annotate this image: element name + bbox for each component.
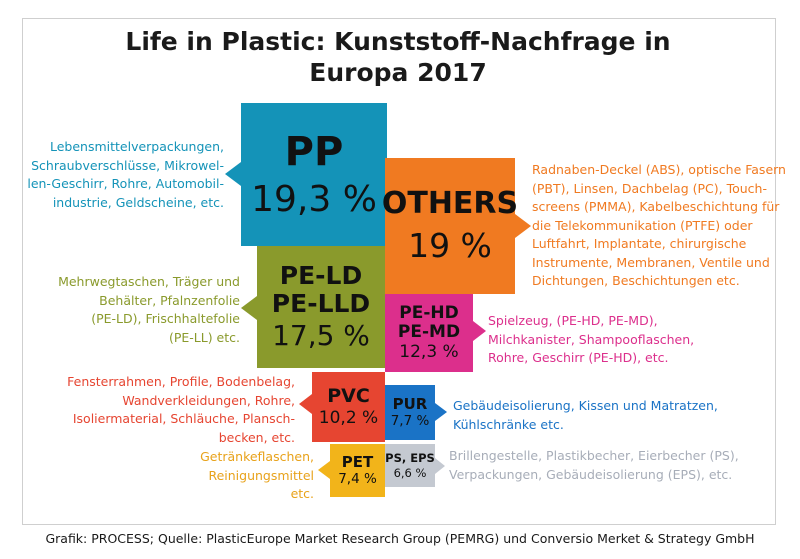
segment-pet-value: 7,4 % bbox=[338, 471, 377, 488]
description-line: Gebäudeisolierung, Kissen und Matratzen, bbox=[453, 398, 718, 413]
segment-pvc-name: PVC bbox=[327, 385, 370, 408]
segment-pet-pointer bbox=[318, 461, 330, 479]
segment-pe-hd-description: Spielzeug, (PE-HD, PE-MD), Milchkanister,… bbox=[488, 312, 694, 368]
description-line: Brillengestelle, Plastikbecher, Eierbech… bbox=[449, 448, 739, 463]
description-line: Kühlschränke etc. bbox=[453, 416, 564, 432]
description-line: Spielzeug, (PE-HD, PE-MD), bbox=[488, 313, 658, 328]
description-line: Milchkanister, Shampooflaschen, bbox=[488, 331, 695, 347]
segment-others-value: 19 % bbox=[408, 226, 492, 266]
description-line: len-Geschirr, Rohre, Automobil- bbox=[27, 176, 224, 191]
description-line: Dichtungen, Beschichtungen etc. bbox=[532, 273, 740, 288]
title-line-1: Life in Plastic: Kunststoff-Nachfrage in bbox=[125, 27, 671, 56]
description-line: screens (PMMA), Kabelbeschichtung für bbox=[532, 199, 780, 214]
segment-pvc-pointer bbox=[299, 394, 312, 414]
segment-others-pointer bbox=[515, 214, 531, 238]
description-line: Getränkeflaschen, bbox=[200, 449, 314, 464]
segment-pvc-description: Fensterrahmen, Profile, Bodenbelag, Wandv… bbox=[67, 373, 295, 447]
segment-pe-ld-name-1: PE-LD bbox=[279, 261, 363, 291]
segment-others-description: Radnaben-Deckel (ABS), optische Fasern (P… bbox=[532, 161, 786, 291]
segment-others-name: OTHERS bbox=[381, 186, 519, 222]
segment-pvc-value: 10,2 % bbox=[318, 408, 379, 429]
title-line-2: Europa 2017 bbox=[309, 58, 487, 87]
description-line: (PBT), Linsen, Dachbelag (PC), Touch- bbox=[532, 180, 767, 196]
segment-pe-ld-description: Mehrwegtaschen, Träger und Behälter, Pfal… bbox=[58, 273, 240, 347]
segment-pe-ld: PE-LD PE-LLD 17,5 % bbox=[257, 246, 385, 368]
chart-title: Life in Plastic: Kunststoff-Nachfrage in… bbox=[22, 26, 774, 88]
description-line: Rohre, Geschirr (PE-HD), etc. bbox=[488, 350, 669, 365]
description-line: die Telekommunikation (PTFE) oder bbox=[532, 217, 753, 233]
description-line: etc. bbox=[290, 486, 314, 501]
segment-pe-hd: PE-HD PE-MD 12,3 % bbox=[385, 294, 473, 372]
segment-pet-description: Getränkeflaschen, Reinigungsmittel etc. bbox=[200, 448, 314, 504]
segment-pur-name: PUR bbox=[392, 394, 428, 413]
footer-source: Grafik: PROCESS; Quelle: PlasticEurope M… bbox=[45, 531, 755, 546]
segment-pe-ld-pointer bbox=[241, 296, 257, 320]
description-line: Fensterrahmen, Profile, Bodenbelag, bbox=[67, 374, 295, 389]
segment-pet-name: PET bbox=[341, 452, 374, 471]
segment-pe-hd-pointer bbox=[473, 321, 486, 341]
description-line: Luftfahrt, Implantate, chirurgische bbox=[532, 236, 747, 251]
segment-ps-eps: PS, EPS 6,6 % bbox=[385, 444, 435, 487]
description-line: industrie, Geldscheine, etc. bbox=[52, 194, 224, 210]
segment-others: OTHERS 19 % bbox=[381, 158, 519, 294]
segment-pp-description: Lebensmittelverpackungen, Schraubverschlü… bbox=[27, 138, 224, 212]
description-line: Reinigungsmittel bbox=[208, 467, 314, 483]
description-line: Verpackungen, Gebäudeisolierung (EPS), e… bbox=[449, 466, 733, 482]
segment-pvc: PVC 10,2 % bbox=[312, 372, 385, 442]
segment-pe-hd-value: 12,3 % bbox=[399, 342, 459, 363]
segment-ps-eps-description: Brillengestelle, Plastikbecher, Eierbech… bbox=[449, 447, 739, 484]
segment-ps-eps-pointer bbox=[435, 458, 445, 474]
segment-pp: PP 19,3 % bbox=[241, 103, 387, 246]
description-line: (PE-LL) etc. bbox=[168, 329, 240, 345]
description-line: Isoliermaterial, Schläuche, Plansch- bbox=[72, 411, 295, 426]
segment-pe-ld-value: 17,5 % bbox=[272, 319, 370, 353]
description-line: Lebensmittelverpackungen, bbox=[49, 139, 224, 154]
description-line: (PE-LD), Frischhaltefolie bbox=[91, 311, 240, 326]
segment-pe-ld-name-2: PE-LLD bbox=[271, 288, 371, 318]
segment-pur-value: 7,7 % bbox=[390, 413, 430, 430]
description-line: Wandverkleidungen, Rohre, bbox=[122, 392, 295, 408]
description-line: Instrumente, Membranen, Ventile und bbox=[532, 254, 770, 270]
segment-pp-value: 19,3 % bbox=[251, 178, 377, 220]
segment-pe-hd-name-1: PE-HD bbox=[399, 302, 459, 323]
description-line: becken, etc. bbox=[218, 429, 295, 445]
description-line: Mehrwegtaschen, Träger und bbox=[58, 274, 240, 289]
description-line: Behälter, Pfalnzenfolie bbox=[99, 292, 240, 308]
segment-pp-name: PP bbox=[284, 128, 344, 175]
segment-pur-pointer bbox=[435, 403, 447, 421]
segment-ps-eps-value: 6,6 % bbox=[393, 465, 427, 480]
segment-pet: PET 7,4 % bbox=[330, 444, 385, 497]
description-line: Radnaben-Deckel (ABS), optische Fasern bbox=[532, 162, 786, 177]
segment-ps-eps-name: PS, EPS bbox=[385, 450, 435, 465]
segment-pe-hd-name-2: PE-MD bbox=[397, 321, 461, 342]
segment-pp-pointer bbox=[225, 162, 241, 186]
description-line: Schraubverschlüsse, Mikrowel- bbox=[31, 157, 224, 173]
segment-pur: PUR 7,7 % bbox=[385, 385, 435, 440]
segment-pur-description: Gebäudeisolierung, Kissen und Matratzen,… bbox=[453, 397, 718, 434]
